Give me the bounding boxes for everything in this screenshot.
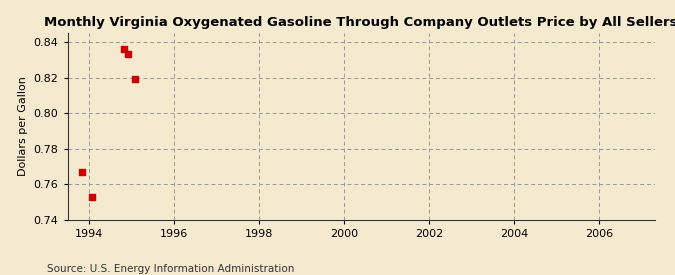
Point <box>119 47 130 51</box>
Title: Monthly Virginia Oxygenated Gasoline Through Company Outlets Price by All Seller: Monthly Virginia Oxygenated Gasoline Thr… <box>45 16 675 29</box>
Point <box>76 170 87 174</box>
Y-axis label: Dollars per Gallon: Dollars per Gallon <box>18 76 28 177</box>
Point <box>123 52 134 57</box>
Text: Source: U.S. Energy Information Administration: Source: U.S. Energy Information Administ… <box>47 264 294 274</box>
Point <box>130 77 140 81</box>
Point <box>87 195 98 199</box>
